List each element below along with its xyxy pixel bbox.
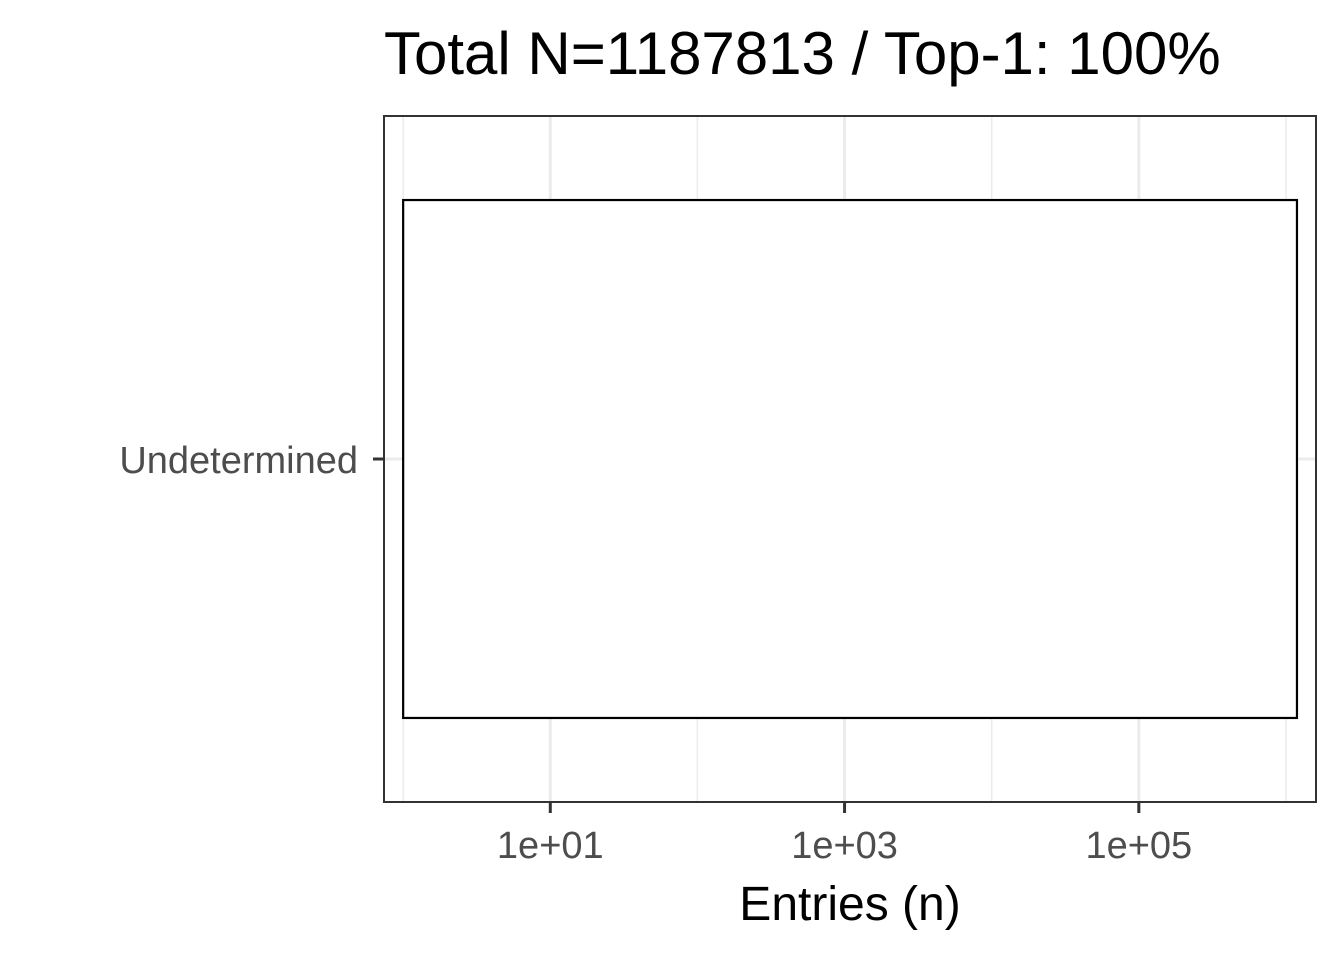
bars [402, 198, 1299, 720]
x-axis: 1e+01 1e+03 1e+05 [497, 802, 1192, 867]
bar [402, 198, 1299, 720]
x-tick-label: 1e+05 [1085, 825, 1192, 867]
y-tick-label: Undetermined [119, 440, 358, 482]
y-axis: Undetermined [119, 440, 384, 482]
x-tick-label: 1e+01 [497, 825, 604, 867]
x-axis-title: Entries (n) [739, 878, 960, 931]
chart-title: Total N=1187813 / Top-1: 100% [384, 20, 1221, 87]
x-tick-label: 1e+03 [791, 825, 898, 867]
